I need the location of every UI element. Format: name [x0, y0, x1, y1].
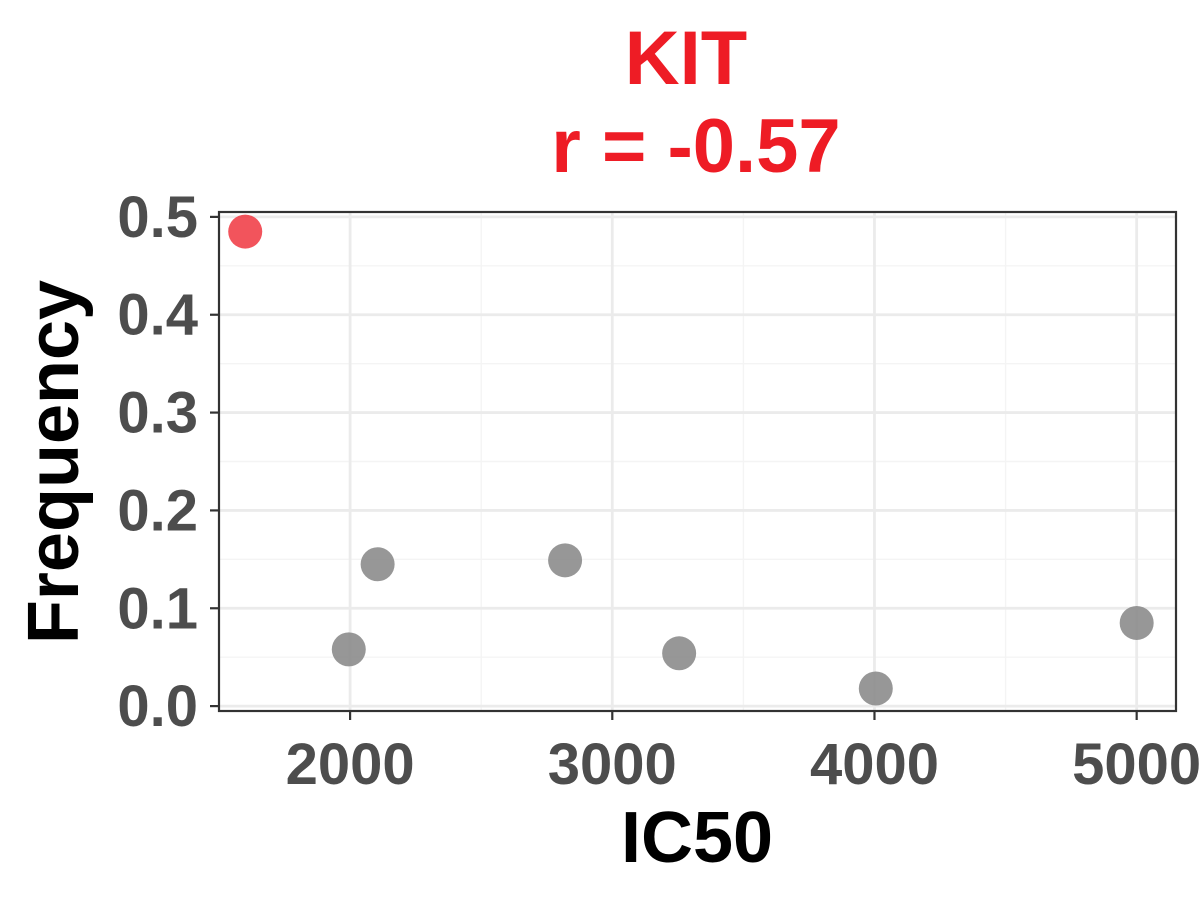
y-axis-title: Frequency: [14, 280, 94, 644]
y-tick-label: 0.4: [117, 283, 198, 348]
data-point: [360, 547, 395, 582]
x-tick-label: 2000: [286, 732, 415, 797]
x-axis-ticks: 2000 3000 4000 5000: [286, 711, 1200, 797]
x-axis-title: IC50: [621, 798, 773, 878]
data-point: [331, 632, 366, 667]
highlighted-data-point: [228, 214, 263, 249]
chart-title: KIT: [625, 16, 747, 101]
x-tick-label: 4000: [810, 732, 939, 797]
data-point: [858, 671, 893, 706]
chart-subtitle: r = -0.57: [551, 104, 840, 189]
grid-minor: [219, 212, 1176, 711]
data-points: [228, 214, 1154, 706]
y-tick-label: 0.1: [117, 576, 198, 641]
y-tick-label: 0.2: [117, 478, 198, 543]
y-axis-ticks: 0.0 0.1 0.2 0.3 0.4 0.5: [117, 185, 219, 739]
y-tick-label: 0.3: [117, 381, 198, 446]
y-tick-label: 0.5: [117, 185, 198, 250]
data-point: [1119, 605, 1154, 640]
panel-border: [217, 210, 1178, 713]
data-point: [548, 543, 583, 578]
data-point: [662, 636, 697, 671]
grid-major: [219, 212, 1176, 711]
y-tick-label: 0.0: [117, 674, 198, 739]
x-tick-label: 3000: [548, 732, 677, 797]
x-tick-label: 5000: [1072, 732, 1200, 797]
